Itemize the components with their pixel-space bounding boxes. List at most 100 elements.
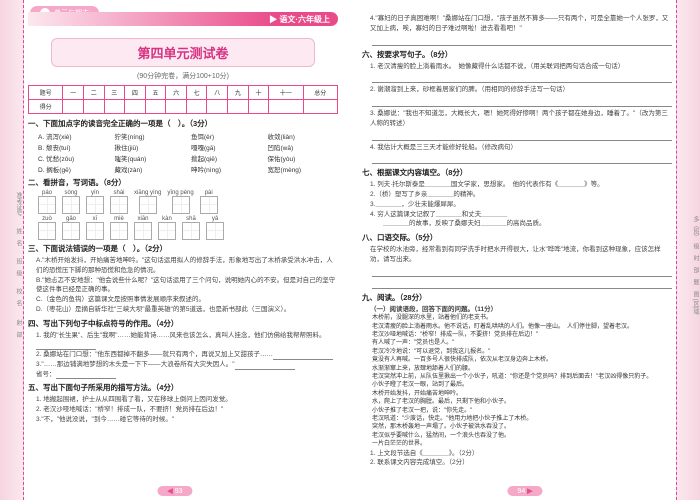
option: 收敛(liǎn): [268, 131, 339, 141]
char-box: [38, 196, 56, 214]
option: 呻吟(nìng): [191, 164, 262, 174]
sub-item: 2.（桥）塑写了乡亲＿＿＿＿的精神。: [370, 190, 672, 200]
char-box: [200, 196, 218, 214]
question-7: 七、根据课文内容填空。（8分） 1. 列夫·托尔斯泰是＿＿＿＿国文学家，思想家。…: [362, 167, 672, 229]
option: 鱼饵(ěr): [191, 131, 262, 141]
option: A. 流泻(xiè): [38, 131, 109, 141]
q4-item-4: 4."寡妇的日子真困难啊！"桑娜站在门口想，"孩子虽然不算多——只有两个，可是全…: [370, 14, 672, 34]
score-cell: [269, 100, 303, 114]
char-box: [110, 196, 128, 214]
page-left: 准考证号 姓 名 班 级 校 名 射 部 单元与期末 ▶ 语文·六年级上 第四单…: [0, 0, 350, 500]
blank-line: [372, 97, 672, 107]
option: 嗤笑(quán): [115, 153, 186, 163]
option: 掀起(qiē): [191, 153, 262, 163]
header-strip: ▶ 语文·六年级上: [28, 12, 338, 26]
score-header-cell: 八: [207, 86, 228, 100]
blank-line: [372, 154, 672, 164]
sub-item: 3."……那边铺满地梦想的木头是一下下——大浪卷所有大灾失因人。": [36, 360, 338, 370]
blank-line: [372, 279, 672, 289]
char-box: [182, 222, 200, 240]
pinyin-cell: yǎ: [206, 216, 224, 240]
sub-item: 2. 谢潮溜到上来，砂框着居家们的脾。（用相同的修辞手法写一句话）: [370, 85, 672, 95]
passage-line: 老汉沙哑地喊话："桥窄！排成一队，不要挤！党员排在后边！": [372, 331, 672, 339]
option: D.（枣花山）是摘自新华社"三峡大坝"最重英雄"的第5道选，也是新书部此（三国演…: [36, 305, 338, 315]
score-cell: [207, 100, 228, 114]
char-box: [206, 222, 224, 240]
blank-line: [372, 267, 672, 277]
passage-line: 有人喊了一声："党员也是人。": [372, 339, 672, 347]
question-5: 五、写出下面句子所采用的描写方法。（4分） 1. 地搬起围裙，护士从从四围看了看…: [28, 382, 338, 424]
passage-line: 突然，那木桥轰地一声塌了。小伙子被洪水吞没了。: [372, 423, 672, 431]
option: B."她忐忑不安地想："他会说些什么呢？"这句话运用了三个问句，说明她内心的不安…: [36, 276, 338, 296]
question-9: 九、阅读。（28分） （一）阅读语段，回答下面的问题。（11分） 木桥前，没腿深…: [362, 292, 672, 469]
passage-line: 木桥开始发抖，开始痛苦地呻吟。: [372, 390, 672, 398]
question-4: 四、写出下列句子中标点符号的作用。（4分） 1. 我的"长生果"、后生"我啊"……: [28, 318, 338, 380]
pinyin-cell: xī: [86, 216, 104, 240]
blank-line: [372, 131, 672, 141]
char-box: [110, 222, 128, 240]
score-header-cell: 九: [228, 86, 249, 100]
option: C.（金色的鱼钩）这篇课文是按照事情发展顺序来叙述的。: [36, 295, 338, 305]
sub-item: 4. 穷人这篇课文记叙了＿＿＿＿和丈夫＿＿＿＿: [370, 210, 672, 220]
score-header-cell: 总分: [303, 86, 337, 100]
question-8: 八、口语交际。（5分） 在学校的水池旁，经常看到有同学洗手时把水开得很大，让水"…: [362, 232, 672, 289]
option: 宽恕(mèng): [268, 164, 339, 174]
char-box: [62, 196, 80, 214]
passage-line: 木桥前，没腿深的水里，站着他们的老支书。: [372, 314, 672, 322]
char-box: [134, 222, 152, 240]
pinyin-cell: xiāng yìng: [134, 190, 161, 214]
score-header-cell: 十: [248, 86, 269, 100]
pinyin-cell: yín: [86, 190, 104, 214]
page-number-right: 94 ▶: [507, 486, 542, 496]
binding-gutter-left: 准考证号 姓 名 班 级 校 名 射 部: [0, 0, 24, 500]
score-header-cell: 题号: [29, 86, 63, 100]
question-3: 三、下面说法错误的一项是（ ）。（2分） A."木桥开始发抖，开始痛苦地呻吟。"…: [28, 243, 338, 315]
sub-item: ＿＿＿＿的故事，反映了桑娜夫妇＿＿＿＿的高尚品质。: [370, 219, 672, 229]
sub-item: 1. 我的"长生果"、后生"我啊"……她能背诗……风来也该怎么，真叫人挂念，他们…: [36, 331, 338, 351]
sub-item: 2. 桑娜站在门口想："他东西都掉不翻多——就只有两个，再说又加上又甜孩子……: [36, 350, 338, 360]
page-right: 多（班） 级 时 部 题 图 (区)域 4."寡妇的日子真困难啊！"桑娜站在门口…: [350, 0, 700, 500]
sub-item: 1. 列夫·托尔斯泰是＿＿＿＿国文学家，思想家。 他的代表作有《＿＿＿＿》等。: [370, 180, 672, 190]
pinyin-cell: yīng pèng: [167, 190, 193, 214]
score-header-cell: 二: [83, 86, 104, 100]
option: B. 颓丧(tuí): [38, 142, 109, 152]
passage-line: 水渐渐窜上来，放肆地舔着人们的腰。: [372, 365, 672, 373]
score-cell: 得分: [29, 100, 63, 114]
sub-item: 1. 地搬起围裙，护士从从四围看了看，又在移球上倒问上因问发觉。: [36, 395, 338, 405]
passage-line: 老汉吼道："少废话，快走。"他用力地把小伙子推上了木桥。: [372, 415, 672, 423]
q6-head: 六、按要求写句子。（8分）: [362, 49, 672, 60]
pinyin-cell: kàn: [158, 216, 176, 240]
pinyin-cell: páo: [38, 190, 56, 214]
q3-head: 三、下面说法错误的一项是（ ）。（2分）: [28, 243, 338, 254]
option: D. 搁板(gē): [38, 164, 109, 174]
passage-line: 老汉突然冲上前，从队伍里揪出一个小伙子，吼道："你还是个党员吗？排到后面去！"老…: [372, 373, 672, 381]
char-box: [86, 196, 104, 214]
score-header-cell: 五: [145, 86, 166, 100]
binding-gutter-right: 多（班） 级 时 部 题 图 (区)域: [676, 0, 700, 500]
option: 嘎嘎(gā): [191, 142, 262, 152]
q9-sub1: （一）阅读语段，回答下面的问题。（11分）: [370, 305, 672, 315]
sub-item: 省号：: [36, 370, 338, 380]
sub-item: 3."不，"他说没说，"到今……碰它等待的时候。": [36, 415, 338, 425]
option: C. 忧愁(zōu): [38, 153, 109, 163]
pinyin-cell: miè: [110, 216, 128, 240]
char-box: [139, 196, 157, 214]
passage-line: 老汉冷冷地说："可以退党，到我这儿报名。": [372, 348, 672, 356]
blank-line: [372, 36, 672, 46]
pinyin-cell: zuò: [38, 216, 56, 240]
passage-line: 老汉似乎要喊什么，猛然间，一个浪头也吞没了他。: [372, 432, 672, 440]
char-box: [62, 222, 80, 240]
score-header-cell: 三: [104, 86, 125, 100]
score-header-cell: 七: [186, 86, 207, 100]
score-cell: [145, 100, 166, 114]
passage-line: 老汉清瘦的脸上淌着雨水。他不说话，盯着乱哄哄的人们。他像一座山。 人们停住脚，望…: [372, 323, 672, 331]
char-box: [38, 222, 56, 240]
q7-head: 七、根据课文内容填空。（8分）: [362, 167, 672, 178]
char-box: [172, 196, 190, 214]
passage-line: 竟没有人再喊。一百多号人很快排成队，依次从老汉身边奔上木桥。: [372, 356, 672, 364]
score-cell: [125, 100, 146, 114]
pinyin-cell: shài: [110, 190, 128, 214]
option: 凹陷(wā): [268, 142, 339, 152]
score-cell: [83, 100, 104, 114]
exam-subtitle: (90分钟完卷，满分100+10分): [28, 71, 338, 81]
